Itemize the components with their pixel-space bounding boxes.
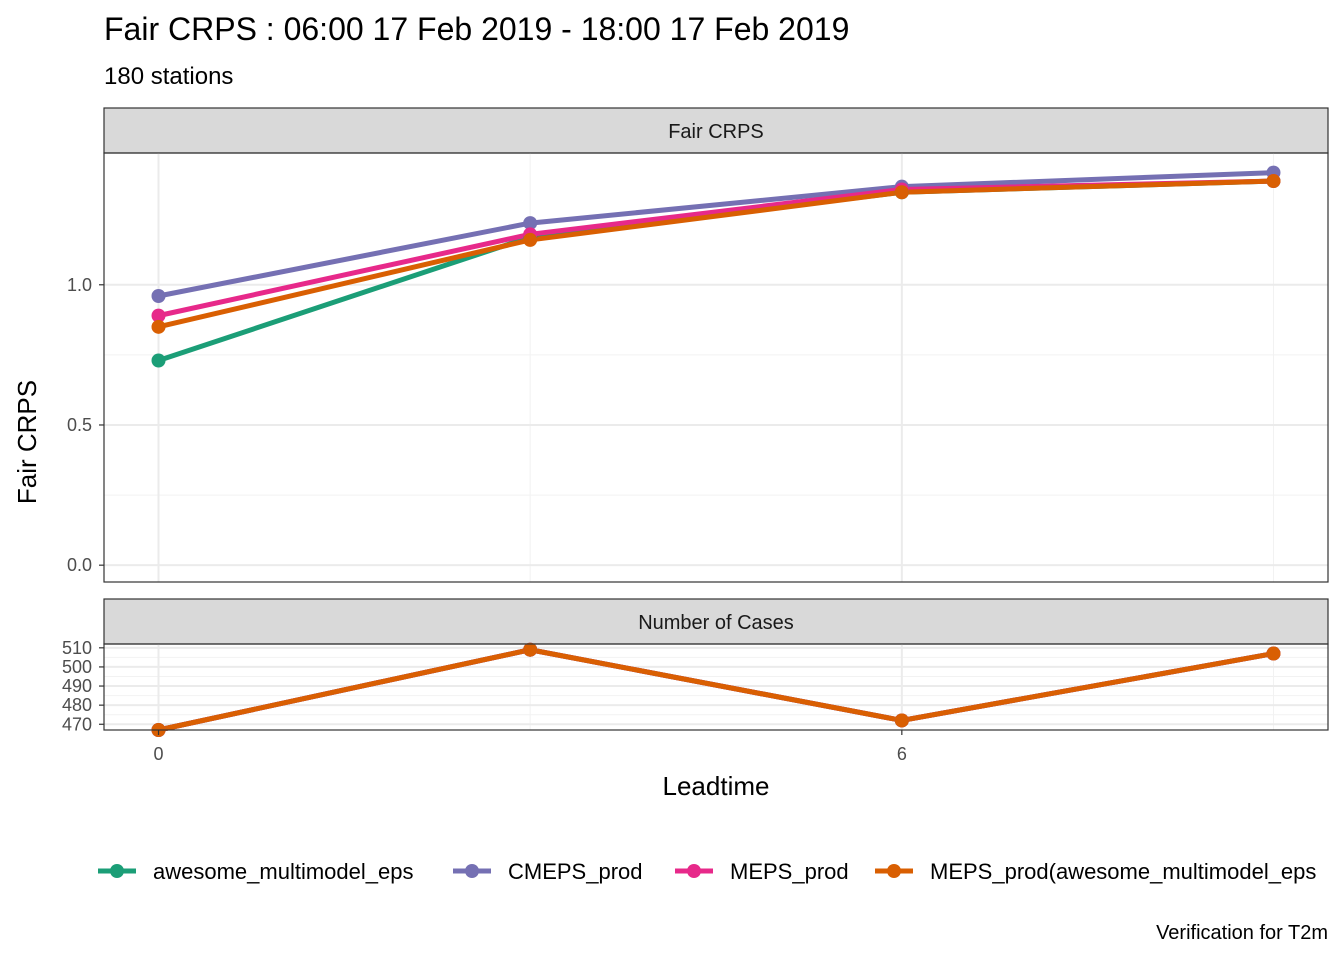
legend-key-point bbox=[687, 864, 701, 878]
y-tick-label: 0.5 bbox=[67, 415, 92, 435]
series-point-3 bbox=[1266, 646, 1281, 661]
panel-border bbox=[103, 152, 1329, 583]
y-tick-label: 470 bbox=[62, 714, 92, 734]
strip-cases-bg bbox=[103, 598, 1329, 645]
x-axis-title: Leadtime bbox=[663, 771, 770, 801]
series-point-1 bbox=[151, 289, 166, 303]
strip-crps-bg bbox=[103, 107, 1329, 154]
series-point-3 bbox=[523, 642, 538, 657]
series-point-2 bbox=[151, 308, 166, 323]
panel-border bbox=[103, 643, 1329, 731]
y-tick-label: 490 bbox=[62, 676, 92, 696]
series-line-0 bbox=[157, 178, 1274, 363]
chart-subtitle: 180 stations bbox=[104, 63, 233, 90]
y-tick-label: 500 bbox=[62, 657, 92, 677]
series-line-1 bbox=[158, 170, 1274, 299]
y-tick-label: 1.0 bbox=[67, 275, 92, 295]
series-point-3 bbox=[523, 232, 538, 247]
y-axis-title: Fair CRPS bbox=[12, 380, 42, 504]
caption: Verification for T2m bbox=[1156, 922, 1328, 944]
strip-cases-label: Number of Cases bbox=[638, 612, 794, 634]
y-tick-label: 480 bbox=[62, 695, 92, 715]
legend-key-point bbox=[110, 864, 124, 878]
series-line-3 bbox=[157, 178, 1274, 330]
legend-key-point bbox=[465, 864, 479, 878]
strip-crps-label: Fair CRPS bbox=[668, 121, 764, 143]
legend-label: awesome_multimodel_eps bbox=[153, 859, 413, 884]
series-line-2 bbox=[157, 178, 1274, 319]
series-point-1 bbox=[523, 216, 538, 231]
series-point-3 bbox=[151, 319, 166, 334]
series-line-1 bbox=[157, 647, 1274, 733]
panel-crps: 0.0 0.5 1.0 bbox=[67, 152, 1329, 583]
series-point-3 bbox=[894, 185, 909, 200]
x-tick-label: 0 bbox=[154, 744, 164, 764]
series-line-2 bbox=[157, 647, 1274, 733]
x-tick-label: 6 bbox=[897, 744, 907, 764]
series-point-0 bbox=[151, 353, 166, 368]
legend-label: CMEPS_prod bbox=[508, 859, 643, 884]
legend-key-point bbox=[887, 864, 901, 878]
series-line-3 bbox=[157, 647, 1274, 733]
series-point-3 bbox=[1266, 174, 1281, 189]
y-tick-label: 0.0 bbox=[67, 555, 92, 575]
y-tick-label: 510 bbox=[62, 638, 92, 658]
legend-label: MEPS_prod(awesome_multimodel_eps bbox=[930, 859, 1316, 884]
legend: awesome_multimodel_eps CMEPS_prod MEPS_pro… bbox=[98, 859, 1316, 884]
chart-title: Fair CRPS : 06:00 17 Feb 2019 - 18:00 17… bbox=[104, 11, 849, 47]
series-point-3 bbox=[894, 713, 909, 728]
legend-label: MEPS_prod bbox=[730, 859, 849, 884]
series-line-0 bbox=[157, 647, 1274, 733]
